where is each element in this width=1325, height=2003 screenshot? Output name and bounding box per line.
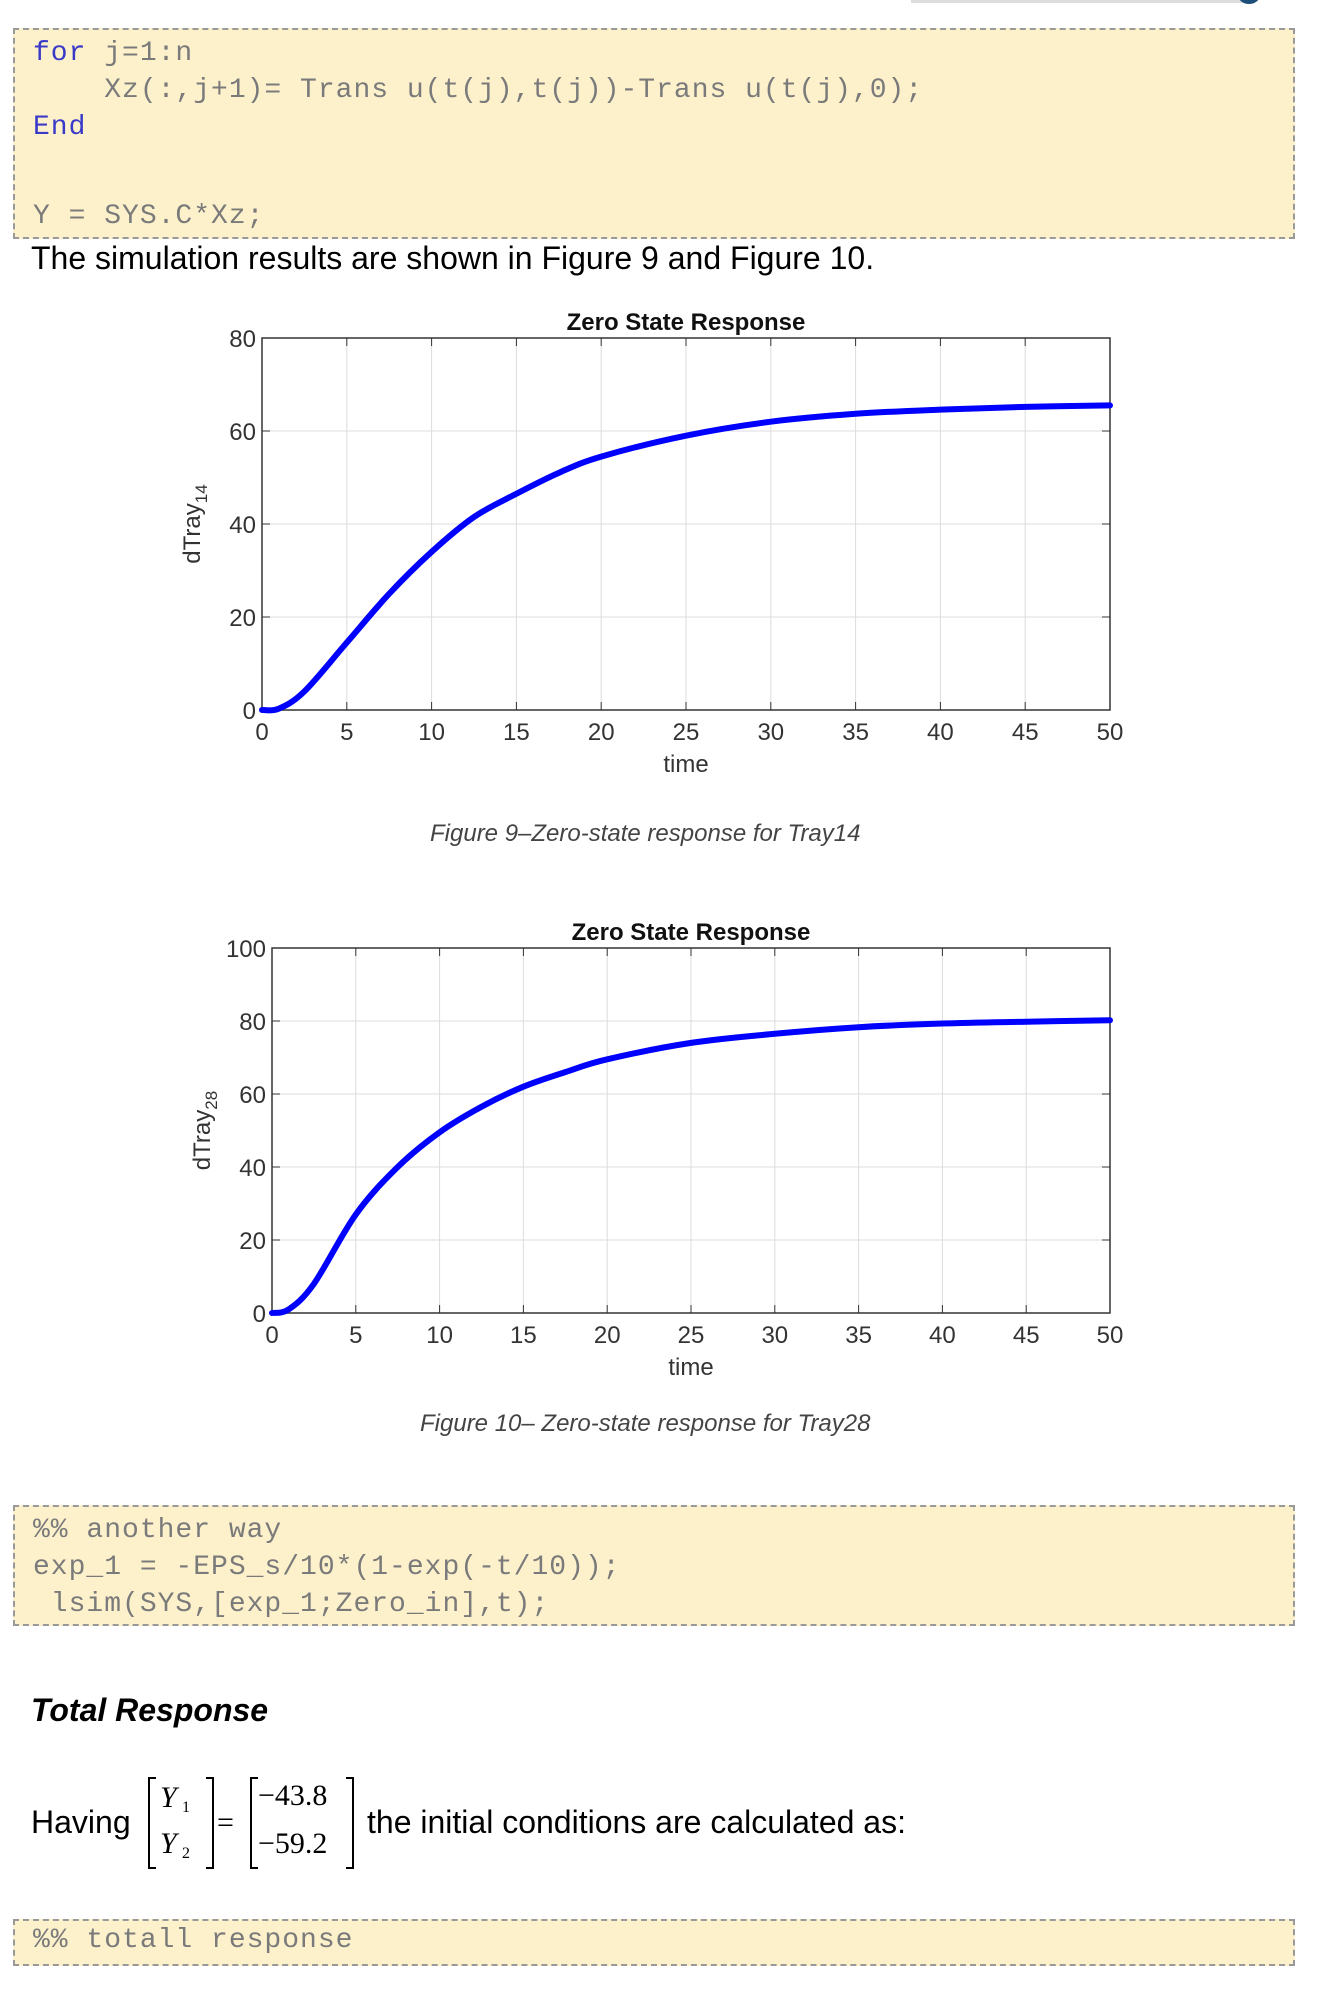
y-tick-label: 40 xyxy=(239,1155,266,1182)
x-tick-label: 10 xyxy=(426,1322,453,1349)
y2: Y xyxy=(160,1827,177,1860)
x-tick-label: 30 xyxy=(757,719,784,746)
code-line: Xz(:,j+1)= Trans u(t(j),t(j))-Trans u(t(… xyxy=(33,75,924,106)
x-tick-label: 35 xyxy=(845,1322,872,1349)
y-tick-label: 20 xyxy=(229,605,256,632)
y-tick-label: 100 xyxy=(226,936,266,963)
intro-sentence: The simulation results are shown in Figu… xyxy=(31,240,875,276)
code-block-1: for j=1:n Xz(:,j+1)= Trans u(t(j),t(j))-… xyxy=(13,28,1295,239)
x-tick-label: 35 xyxy=(842,719,869,746)
x-tick-label: 45 xyxy=(1013,1322,1040,1349)
x-tick-label: 50 xyxy=(1097,719,1124,746)
x-axis-label: time xyxy=(663,751,708,778)
rhs-value: −43.8 xyxy=(258,1779,328,1812)
y2-sub: 2 xyxy=(182,1845,190,1862)
y-tick-label: 20 xyxy=(239,1228,266,1255)
x-tick-label: 0 xyxy=(255,719,268,746)
x-tick-label: 50 xyxy=(1097,1322,1124,1349)
x-tick-label: 0 xyxy=(265,1322,278,1349)
x-tick-label: 5 xyxy=(349,1322,362,1349)
top-edge-circle xyxy=(1238,0,1260,4)
rhs-value: −59.2 xyxy=(258,1827,328,1860)
y-axis-label-subscript: 28 xyxy=(202,1091,221,1110)
y-tick-label: 0 xyxy=(253,1301,266,1328)
series-line xyxy=(269,1017,1113,1316)
y-tick-label: 40 xyxy=(229,512,256,539)
x-tick-label: 15 xyxy=(510,1322,537,1349)
code-line: for j=1:n xyxy=(33,38,194,69)
y-axis-label-subscript: 14 xyxy=(192,484,211,503)
having-prefix: Having xyxy=(31,1804,131,1840)
code-line: %% totall response xyxy=(33,1925,354,1956)
chart-title: Zero State Response xyxy=(567,309,806,336)
section-heading: Total Response xyxy=(31,1692,269,1728)
code-line: Y = SYS.C*Xz; xyxy=(33,201,265,232)
x-axis-label: time xyxy=(668,1354,713,1381)
figure-9-caption: Figure 9–Zero-state response for Tray14 xyxy=(430,820,861,847)
x-tick-label: 20 xyxy=(594,1322,621,1349)
code-line: exp_1 = -EPS_s/10*(1-exp(-t/10)); xyxy=(33,1552,621,1583)
figure-10-caption: Figure 10– Zero-state response for Tray2… xyxy=(420,1410,871,1437)
equals: = xyxy=(217,1806,234,1839)
chart-tray28: 0 5 10 15 20 25 30 35 40 45 50 0 20 40 60 80 100 Zero Sta… xyxy=(189,919,1124,1381)
axes-box xyxy=(261,337,1111,711)
rhs-matrix: −43.8 −59.2 xyxy=(250,1777,354,1869)
x-tick-label: 40 xyxy=(929,1322,956,1349)
y-tick-label: 60 xyxy=(239,1082,266,1109)
y-tick-label: 80 xyxy=(229,326,256,353)
having-suffix: the initial conditions are calculated as… xyxy=(367,1804,906,1840)
x-tick-label: 20 xyxy=(588,719,615,746)
y1-sub: 1 xyxy=(182,1799,190,1816)
y-tick-label: 0 xyxy=(243,698,256,725)
y1: Y xyxy=(160,1781,177,1814)
top-edge-bar xyxy=(911,0,1251,3)
x-tick-label: 45 xyxy=(1012,719,1039,746)
series-line xyxy=(259,402,1113,714)
code-block-3: %% totall response xyxy=(13,1919,1295,1966)
x-tick-label: 30 xyxy=(761,1322,788,1349)
code-line: End xyxy=(33,112,87,143)
x-tick-label: 10 xyxy=(418,719,445,746)
y-axis-label: dTray28 xyxy=(189,1091,221,1170)
x-tick-label: 5 xyxy=(340,719,353,746)
x-tick-label: 40 xyxy=(927,719,954,746)
code-line: %% another way xyxy=(33,1515,283,1546)
chart-title: Zero State Response xyxy=(572,919,811,946)
code-line: lsim(SYS,[exp_1;Zero_in],t); xyxy=(33,1589,550,1620)
y-tick-label: 60 xyxy=(229,419,256,446)
x-tick-label: 15 xyxy=(503,719,530,746)
x-tick-label: 25 xyxy=(673,719,700,746)
y-axis-label: dTray14 xyxy=(179,484,211,563)
y-tick-label: 80 xyxy=(239,1009,266,1036)
axes-box xyxy=(271,947,1111,1314)
x-tick-label: 25 xyxy=(678,1322,705,1349)
code-block-2: %% another way exp_1 = -EPS_s/10*(1-exp(… xyxy=(13,1505,1295,1626)
chart-tray14: 0 5 10 15 20 25 30 35 40 45 50 0 20 40 60 80 Zero State … xyxy=(179,309,1124,778)
